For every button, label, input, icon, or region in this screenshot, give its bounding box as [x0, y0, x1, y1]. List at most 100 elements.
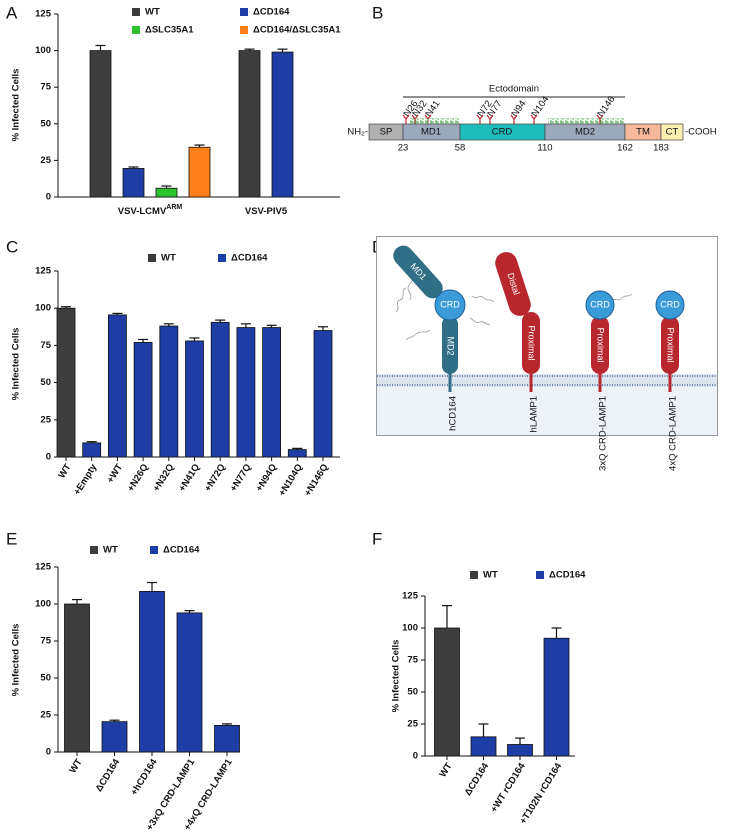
x-tick-label: WT: [438, 761, 455, 780]
y-tick-label: 25: [40, 710, 51, 721]
legend-label: ΔCD164: [163, 545, 200, 556]
position-label: 162: [617, 143, 633, 154]
legend-label: WT: [103, 545, 118, 556]
domain-label: SP: [380, 127, 393, 138]
y-tick-label: 100: [35, 599, 51, 610]
panel-label: E: [6, 529, 17, 548]
x-tick-label: ΔCD164: [463, 760, 492, 797]
crd-domain: [434, 289, 466, 321]
x-tick-label: +WT rCD164: [489, 760, 529, 814]
legend-swatch: [240, 8, 248, 16]
c-terminus: -COOH: [685, 127, 717, 138]
legend-label: ΔCD164/ΔSLC35A1: [253, 25, 341, 36]
y-tick-label: 0: [46, 747, 51, 758]
membrane: [377, 374, 717, 387]
bar: [543, 637, 570, 757]
y-tick-label: 125: [402, 591, 419, 602]
domain-label: CRD: [590, 299, 610, 309]
legend-swatch: [536, 571, 544, 579]
construct-label: 4xQ CRD-LAMP1: [668, 396, 679, 471]
bar: [262, 327, 282, 458]
bar: [155, 187, 178, 198]
domain-label: TM: [636, 127, 650, 138]
y-tick-label: 50: [40, 377, 51, 388]
x-tick-label: +WT: [105, 462, 125, 485]
bar: [108, 314, 127, 458]
y-tick-label: 0: [413, 751, 418, 762]
x-tick-label: +Empty: [72, 461, 100, 497]
bar: [185, 340, 204, 458]
domain-label: CT: [666, 127, 679, 138]
bar: [287, 449, 307, 458]
y-tick-label: 25: [407, 719, 418, 730]
legend-label: ΔCD164: [549, 570, 586, 581]
x-tick-label: +N41Q: [177, 462, 202, 494]
legend-label: WT: [145, 7, 160, 18]
legend-label: ΔCD164: [253, 7, 290, 18]
y-tick-label: 50: [40, 118, 51, 129]
bar: [188, 146, 211, 198]
domain-label: Proximal: [596, 327, 606, 362]
x-tick-label: WT: [68, 757, 85, 776]
domain-label: CRD: [660, 299, 680, 309]
domain-label: CRD: [440, 299, 460, 309]
o-glycan-marks: [410, 118, 460, 124]
domain-label: Proximal: [666, 327, 676, 362]
md1-domain: [393, 245, 443, 299]
glycosite-label: N104: [530, 94, 552, 119]
x-tick-label: VSV-PIV5: [245, 206, 288, 217]
o-glycan-marks: [548, 118, 625, 124]
position-label: 58: [455, 143, 466, 154]
bar: [101, 721, 128, 753]
x-tick-label: +N72Q: [202, 462, 227, 494]
x-tick-label: +N104Q: [277, 462, 305, 498]
bar: [271, 51, 294, 198]
y-axis-label: % Infected Cells: [11, 69, 22, 142]
bar: [89, 50, 112, 198]
cytoplasm: [377, 387, 717, 435]
y-axis-label: % Infected Cells: [11, 624, 22, 697]
legend-swatch: [148, 254, 156, 262]
domain-label: MD2: [575, 127, 595, 138]
legend-swatch: [132, 26, 140, 34]
x-tick-label: +N32Q: [151, 462, 176, 494]
legend-swatch: [90, 546, 98, 554]
panel-label: A: [6, 3, 18, 22]
bar: [236, 327, 256, 458]
panel-label: B: [372, 3, 383, 22]
bar: [507, 744, 533, 757]
construct-label: 3xQ CRD-LAMP1: [598, 396, 609, 471]
legend-swatch: [470, 571, 478, 579]
x-tick-label: +N26Q: [125, 462, 150, 494]
bar: [64, 603, 90, 753]
position-label: 110: [537, 143, 552, 154]
y-tick-label: 125: [35, 9, 52, 20]
y-tick-label: 0: [46, 452, 51, 463]
legend-label: ΔSLC35A1: [145, 25, 194, 36]
y-axis-label: % Infected Cells: [11, 328, 22, 401]
bar: [470, 736, 497, 757]
category-superscript: ARM: [166, 204, 182, 211]
y-tick-label: 75: [407, 655, 418, 666]
bar: [139, 591, 165, 753]
domain-label: CRD: [492, 127, 513, 138]
crd-domain: [585, 290, 615, 320]
domain-label: MD2: [446, 336, 456, 355]
bar: [238, 50, 261, 198]
bar: [210, 321, 230, 458]
bar: [159, 325, 179, 458]
construct-label: hCD164: [448, 396, 459, 431]
y-tick-label: 75: [40, 636, 51, 647]
glycosite-label: N146: [596, 94, 618, 119]
bar: [82, 442, 102, 458]
construct-label: hLAMP1: [529, 396, 540, 432]
x-tick-label: WT: [57, 462, 74, 481]
distal-domain: [495, 252, 531, 316]
legend-label: WT: [161, 253, 176, 264]
position-label: 23: [398, 143, 409, 154]
y-tick-label: 75: [40, 340, 51, 351]
panel-label: F: [372, 529, 382, 548]
x-tick-label: +hCD164: [129, 756, 160, 797]
y-tick-label: 0: [46, 192, 51, 203]
